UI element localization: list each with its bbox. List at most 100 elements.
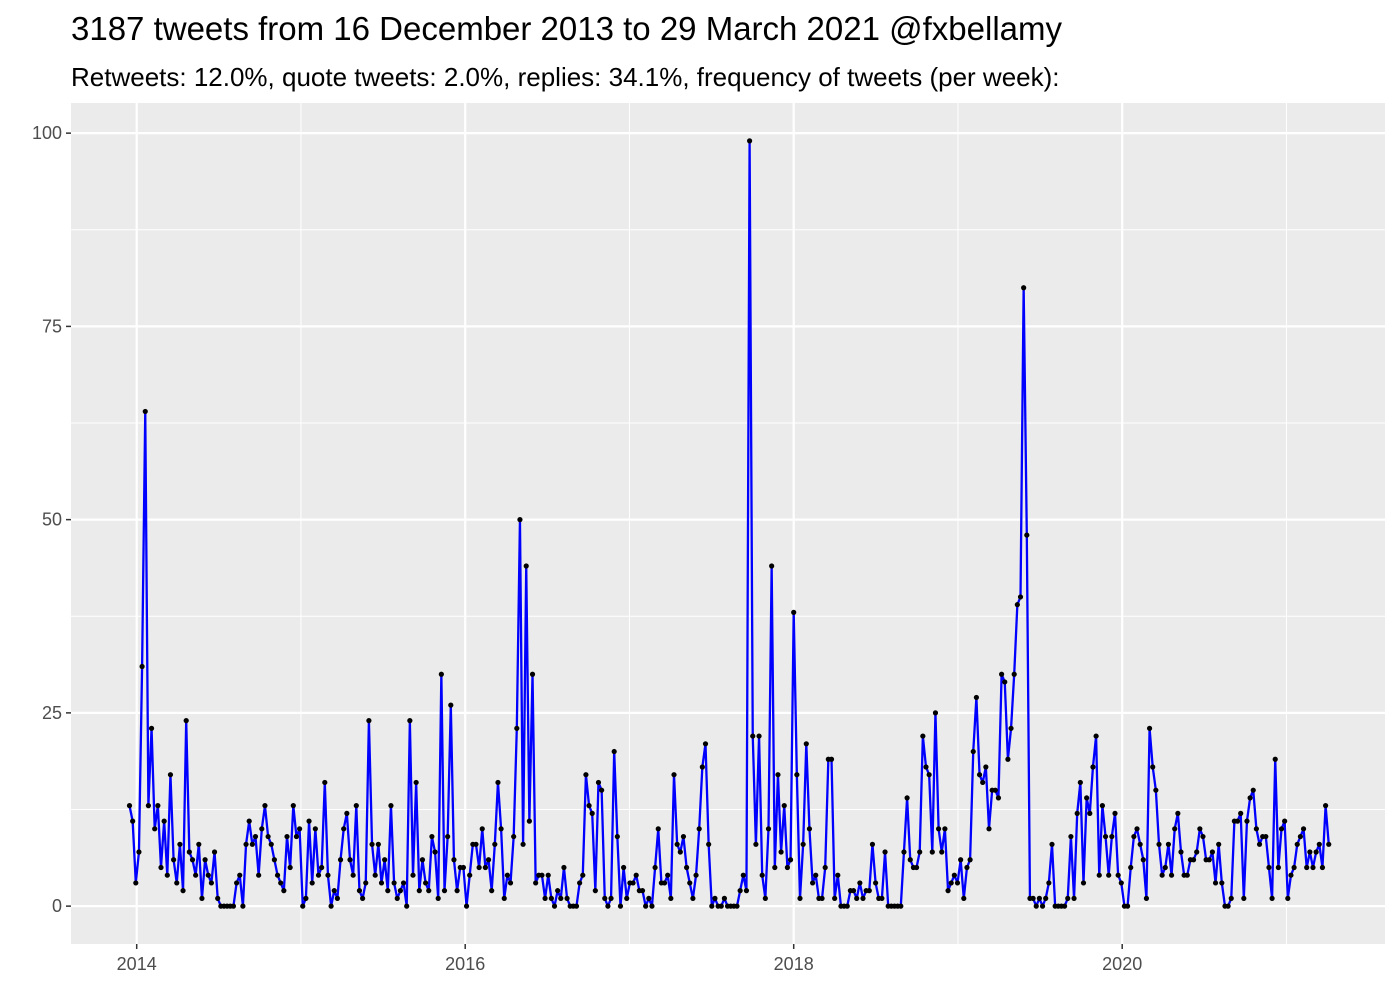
data-point — [860, 895, 866, 901]
data-point — [844, 903, 850, 909]
data-point — [353, 803, 359, 809]
data-point — [1084, 795, 1090, 801]
data-point — [857, 880, 863, 886]
data-point — [592, 888, 598, 894]
data-point — [350, 872, 356, 878]
data-point — [429, 833, 435, 840]
data-point — [1225, 903, 1231, 909]
data-point — [445, 833, 451, 840]
data-point — [665, 872, 671, 878]
data-point — [869, 841, 876, 847]
data-point — [687, 880, 693, 886]
data-point — [913, 864, 920, 871]
data-point — [467, 872, 473, 878]
data-point — [413, 779, 419, 786]
data-point — [482, 864, 488, 871]
data-point — [677, 849, 683, 855]
data-point — [259, 826, 265, 832]
data-point — [765, 826, 772, 832]
data-point — [1115, 872, 1121, 878]
data-point — [750, 733, 756, 739]
data-point — [542, 895, 548, 901]
data-point — [507, 880, 514, 886]
data-point — [699, 764, 705, 770]
y-tick-label: 75 — [42, 316, 62, 336]
data-point — [410, 872, 416, 878]
data-point — [397, 888, 403, 894]
data-point — [999, 671, 1005, 677]
data-point — [271, 857, 277, 863]
data-point — [1212, 880, 1219, 886]
data-point — [306, 818, 312, 824]
data-point — [1021, 285, 1027, 291]
data-point — [599, 787, 605, 793]
data-point — [274, 872, 281, 878]
data-point — [1039, 903, 1046, 909]
data-point — [356, 888, 363, 894]
data-point — [489, 888, 495, 894]
data-point — [529, 671, 536, 677]
data-point — [454, 888, 460, 894]
data-point — [1244, 818, 1250, 824]
y-tick-label: 100 — [32, 123, 62, 143]
data-point — [237, 872, 243, 878]
data-point — [967, 857, 973, 863]
data-point — [904, 795, 910, 801]
data-point — [278, 880, 284, 886]
plot-panel — [71, 103, 1385, 944]
data-point — [954, 880, 961, 886]
data-point — [385, 888, 391, 894]
data-point — [759, 872, 765, 878]
data-point — [743, 888, 750, 894]
x-tick-label: 2018 — [774, 954, 814, 974]
data-point — [281, 888, 287, 894]
data-point — [249, 841, 255, 847]
data-point — [1184, 872, 1190, 878]
x-tick-label: 2016 — [445, 954, 485, 974]
data-point — [740, 872, 746, 878]
data-point — [1153, 787, 1159, 793]
data-point — [394, 895, 400, 901]
data-point — [932, 710, 939, 716]
data-point — [907, 857, 913, 863]
data-point — [328, 903, 334, 909]
data-point — [617, 903, 624, 909]
data-point — [721, 895, 728, 901]
data-point — [136, 849, 142, 855]
data-point — [690, 895, 696, 901]
data-point — [1278, 826, 1285, 832]
data-point — [391, 880, 397, 886]
data-point — [202, 857, 208, 863]
data-point — [1131, 833, 1137, 840]
data-point — [898, 903, 904, 909]
data-point — [1263, 833, 1269, 840]
data-point — [630, 880, 636, 886]
data-point — [152, 826, 158, 832]
data-point — [1165, 841, 1172, 847]
data-point — [551, 903, 558, 909]
data-point — [501, 895, 507, 901]
data-point — [234, 880, 240, 886]
data-point — [850, 888, 857, 894]
data-point — [438, 671, 444, 677]
data-point — [1011, 671, 1017, 677]
data-point — [1238, 810, 1244, 816]
data-point — [1156, 841, 1162, 847]
data-point — [1256, 841, 1263, 847]
data-point — [1310, 864, 1316, 871]
data-point — [366, 718, 372, 724]
data-point — [1200, 833, 1206, 840]
data-point — [360, 895, 366, 901]
data-point — [655, 826, 661, 832]
data-point — [983, 764, 989, 770]
data-point — [337, 857, 344, 863]
data-point — [284, 833, 290, 840]
data-point — [680, 833, 687, 840]
data-point — [126, 803, 133, 809]
data-point — [1030, 895, 1036, 901]
data-point — [702, 741, 709, 747]
data-point — [926, 772, 932, 778]
data-point — [964, 864, 970, 871]
data-point — [1162, 864, 1168, 871]
